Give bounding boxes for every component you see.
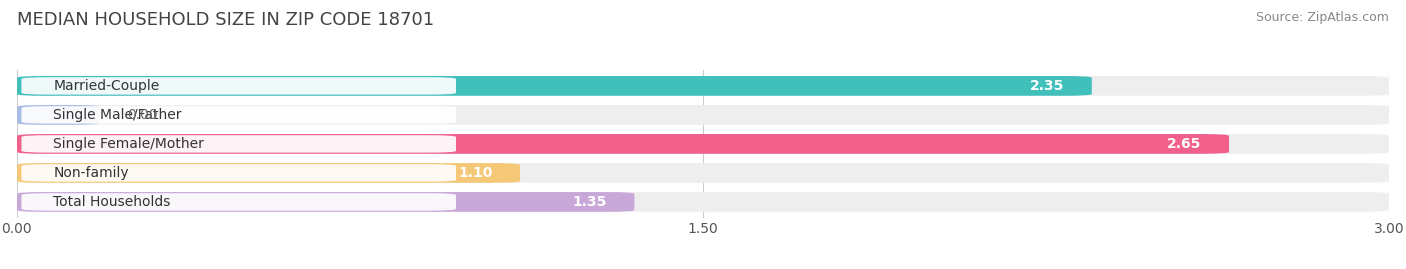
Text: 1.35: 1.35	[572, 195, 607, 209]
FancyBboxPatch shape	[17, 192, 1389, 212]
FancyBboxPatch shape	[17, 134, 1389, 154]
Text: Source: ZipAtlas.com: Source: ZipAtlas.com	[1256, 11, 1389, 24]
FancyBboxPatch shape	[17, 134, 1229, 154]
Text: Single Male/Father: Single Male/Father	[53, 108, 181, 122]
FancyBboxPatch shape	[17, 192, 634, 212]
FancyBboxPatch shape	[17, 163, 1389, 183]
FancyBboxPatch shape	[17, 163, 520, 183]
Text: 1.10: 1.10	[458, 166, 492, 180]
FancyBboxPatch shape	[21, 135, 456, 153]
Text: Total Households: Total Households	[53, 195, 172, 209]
FancyBboxPatch shape	[21, 164, 456, 182]
FancyBboxPatch shape	[21, 77, 456, 95]
Text: Non-family: Non-family	[53, 166, 129, 180]
FancyBboxPatch shape	[17, 105, 1389, 125]
Text: Married-Couple: Married-Couple	[53, 79, 160, 93]
FancyBboxPatch shape	[21, 106, 456, 124]
FancyBboxPatch shape	[17, 76, 1389, 96]
FancyBboxPatch shape	[21, 193, 456, 211]
Text: Single Female/Mother: Single Female/Mother	[53, 137, 204, 151]
Text: 2.35: 2.35	[1031, 79, 1064, 93]
Text: MEDIAN HOUSEHOLD SIZE IN ZIP CODE 18701: MEDIAN HOUSEHOLD SIZE IN ZIP CODE 18701	[17, 11, 434, 29]
FancyBboxPatch shape	[17, 105, 100, 125]
Text: 2.65: 2.65	[1167, 137, 1202, 151]
Text: 0.00: 0.00	[127, 108, 157, 122]
FancyBboxPatch shape	[17, 76, 1092, 96]
